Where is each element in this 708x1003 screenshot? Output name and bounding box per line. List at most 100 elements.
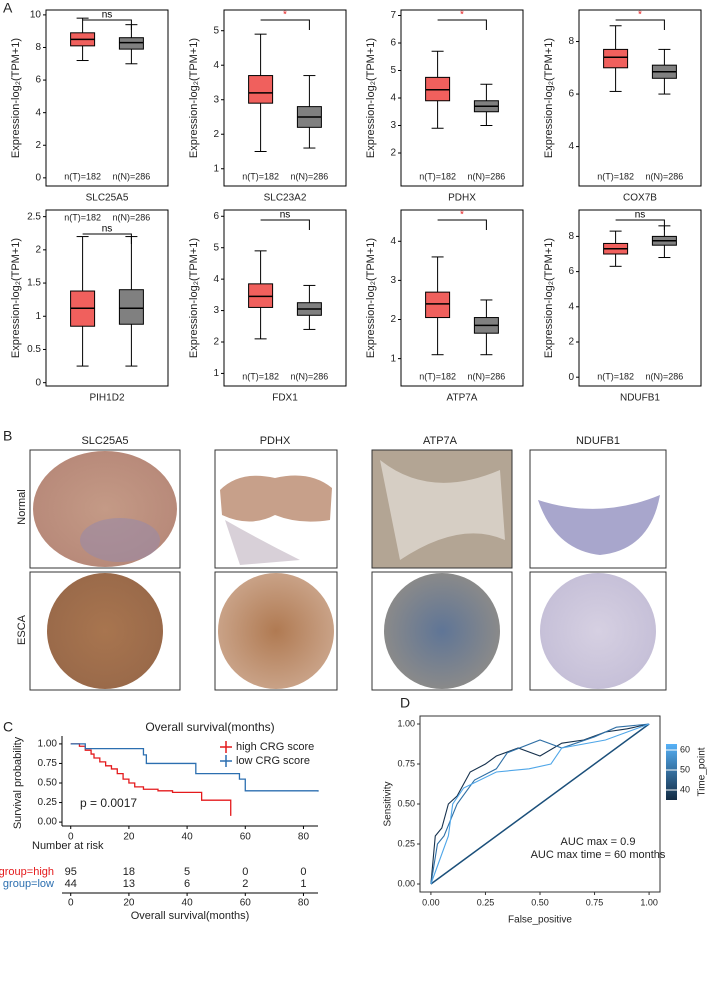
x-axis-label: PIH1D2 <box>89 393 124 404</box>
x-axis-label: False_positive <box>508 915 572 926</box>
tissue <box>538 495 660 555</box>
y-tick-label: 2 <box>213 129 219 140</box>
x-tick-label: 0.25 <box>477 897 495 907</box>
n-label: n(N)=286 <box>291 171 329 181</box>
y-tick-label: 6 <box>568 89 574 100</box>
colorbar-tick-label: 40 <box>680 784 690 794</box>
significance-label: * <box>460 210 464 221</box>
x-tick-label: 0.00 <box>422 897 440 907</box>
x-axis-label: ATP7A <box>447 393 478 404</box>
colorbar <box>666 744 677 800</box>
y-tick-label: 2 <box>35 244 41 255</box>
y-axis-label: Expression-log₂(TPM+1) <box>188 238 200 358</box>
significance-label: * <box>638 10 642 21</box>
y-axis-label: Expression-log₂(TPM+1) <box>543 38 555 158</box>
x-tick-label: 60 <box>240 898 252 909</box>
risk-group-label: group=low <box>3 878 54 890</box>
y-tick-label: 2 <box>35 140 41 151</box>
risk-count: 5 <box>184 866 190 878</box>
y-tick-label: 8 <box>35 42 41 53</box>
row-label: ESCA <box>16 614 28 645</box>
y-tick-label: 1 <box>35 311 41 322</box>
plot-frame <box>223 209 347 387</box>
x-tick-label: 80 <box>298 898 310 909</box>
y-tick-label: 0.50 <box>38 778 58 789</box>
box <box>118 37 144 50</box>
y-tick-label: 10 <box>30 10 42 21</box>
x-axis-label: Overall survival(months) <box>131 910 250 922</box>
y-tick-label: 4 <box>35 107 41 118</box>
chart-title: Overall survival(months) <box>145 720 274 734</box>
n-label: n(N)=286 <box>291 371 329 381</box>
y-tick-label: 2 <box>568 337 574 348</box>
y-tick-label: 2 <box>390 314 396 325</box>
risk-count: 0 <box>242 866 248 878</box>
plot-frame <box>45 209 169 387</box>
y-tick-label: 0.00 <box>397 878 415 888</box>
roc-curve <box>430 723 650 885</box>
x-tick-label: 1.00 <box>640 897 658 907</box>
n-label: n(N)=286 <box>113 212 151 222</box>
legend-label: high CRG score <box>236 741 314 753</box>
risk-count: 44 <box>65 878 77 890</box>
survival-curve <box>70 743 319 792</box>
significance-bracket <box>615 19 665 30</box>
y-tick-label: 7 <box>390 10 396 21</box>
y-axis-label: Sensitivity <box>383 781 394 826</box>
x-tick-label: 20 <box>123 832 135 843</box>
significance-bracket <box>615 219 665 230</box>
x-axis-label: NDUFB1 <box>620 393 660 404</box>
x-tick-label: 0 <box>68 832 74 843</box>
n-label: n(N)=286 <box>468 371 506 381</box>
box <box>248 75 274 104</box>
annotation: AUC max = 0.9 <box>561 836 636 848</box>
risk-count: 18 <box>123 866 135 878</box>
x-tick-label: 0.75 <box>586 897 604 907</box>
n-label: n(T)=182 <box>242 171 279 181</box>
significance-bracket <box>437 19 487 30</box>
plot-frame <box>578 9 702 187</box>
significance-bracket <box>260 19 310 30</box>
x-tick-label: 20 <box>123 898 135 909</box>
tissue <box>80 518 160 562</box>
tissue <box>220 475 332 522</box>
y-axis-label: Expression-log₂(TPM+1) <box>10 38 22 158</box>
n-label: n(T)=182 <box>419 171 456 181</box>
risk-count: 6 <box>184 878 190 890</box>
y-axis-label: Expression-log₂(TPM+1) <box>365 38 377 158</box>
p-value: p = 0.0017 <box>80 796 137 810</box>
panel-label: A <box>3 0 13 16</box>
risk-count: 0 <box>300 866 306 878</box>
y-tick-label: 6 <box>35 75 41 86</box>
n-label: n(T)=182 <box>64 212 101 222</box>
significance-bracket <box>260 219 310 230</box>
y-tick-label: 2 <box>213 337 219 348</box>
risk-count: 95 <box>65 866 77 878</box>
y-tick-label: 4 <box>568 301 574 312</box>
plot-frame <box>400 209 524 387</box>
tissue <box>225 520 300 565</box>
significance-bracket <box>82 19 132 30</box>
x-axis-label: SLC25A5 <box>86 193 129 204</box>
y-tick-label: 6 <box>390 38 396 49</box>
plot-frame <box>400 9 524 187</box>
x-tick-label: 0 <box>68 898 74 909</box>
y-tick-label: 4 <box>390 93 396 104</box>
x-axis-label: SLC23A2 <box>264 193 307 204</box>
y-axis-label: Survival probability <box>12 736 24 829</box>
n-label: n(T)=182 <box>597 371 634 381</box>
y-tick-label: 4 <box>390 236 396 247</box>
roc-curve <box>430 723 650 885</box>
significance-label: ns <box>102 224 113 235</box>
roc-curve <box>430 723 650 885</box>
y-axis-label: Expression-log₂(TPM+1) <box>365 238 377 358</box>
tissue <box>218 573 334 689</box>
significance-label: ns <box>635 210 646 221</box>
box <box>425 291 451 319</box>
y-tick-label: 8 <box>568 231 574 242</box>
colorbar-tick-label: 60 <box>680 744 690 754</box>
y-tick-label: 0 <box>35 377 41 388</box>
n-label: n(T)=182 <box>597 171 634 181</box>
x-tick-label: 80 <box>298 832 310 843</box>
